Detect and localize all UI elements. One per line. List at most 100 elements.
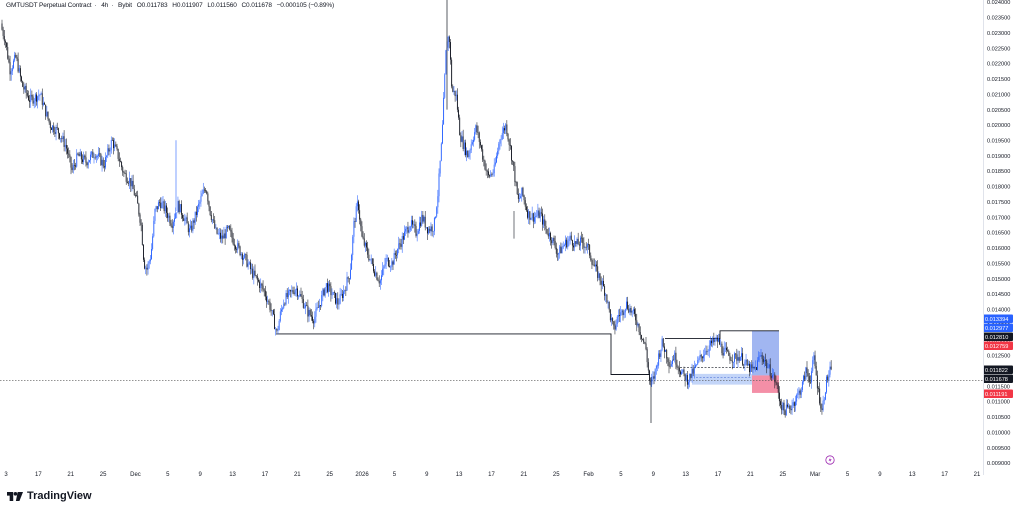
candle-body xyxy=(114,144,116,149)
candle-body xyxy=(806,367,808,374)
candle-body xyxy=(629,308,631,313)
candle-body xyxy=(448,36,450,43)
chart-extras xyxy=(825,455,835,465)
candle-body xyxy=(401,236,403,247)
candle-body xyxy=(672,359,673,365)
lightning-bolt-icon xyxy=(828,456,832,464)
candle-body xyxy=(534,217,535,222)
candle-body xyxy=(285,293,287,305)
candle-body xyxy=(55,127,57,134)
candle-body xyxy=(108,148,110,152)
candle-body xyxy=(787,404,788,407)
candle-body xyxy=(431,226,433,232)
price-label-text: 0.012759 xyxy=(985,344,1008,350)
candle-body xyxy=(414,224,416,227)
header-timeframe[interactable]: 4h xyxy=(101,2,109,9)
candle-body xyxy=(716,337,718,342)
candle-body xyxy=(653,376,655,379)
candle-body xyxy=(423,216,425,222)
candle-body xyxy=(803,375,804,382)
candle-body xyxy=(233,244,235,247)
candle-body xyxy=(305,304,307,308)
candle-body xyxy=(130,178,132,187)
candle-body xyxy=(185,217,187,219)
candle-body xyxy=(680,371,681,375)
x-tick-label: 5 xyxy=(393,472,397,478)
candle-body xyxy=(177,201,179,213)
candle-body xyxy=(599,273,601,281)
candle-body xyxy=(614,325,616,330)
candle-body xyxy=(39,94,41,96)
candle-body xyxy=(361,226,363,237)
candle-body xyxy=(153,220,155,237)
candle-body xyxy=(6,42,8,48)
candle-body xyxy=(29,100,31,103)
header-symbol[interactable]: GMTUSDT Perpetual Contract xyxy=(6,2,92,9)
time-scale[interactable]: 3 17 21 25 Dec 5 9 13 17 21 25 2026 5 9 13 17 21 25 Feb 5 9 1… xyxy=(4,472,981,478)
candle-body xyxy=(703,355,704,359)
candle-body xyxy=(812,360,814,372)
candle-body xyxy=(773,374,775,376)
x-tick-label: 17 xyxy=(941,472,948,478)
candle-body xyxy=(83,155,85,162)
candle-body xyxy=(479,141,481,146)
candle-body xyxy=(661,338,663,350)
candle-body xyxy=(166,205,167,213)
candle-body xyxy=(121,161,123,168)
candle-body xyxy=(77,153,79,155)
candle-body xyxy=(163,201,165,212)
candle-body xyxy=(608,301,610,310)
price-scale-border xyxy=(983,0,984,475)
candle-body xyxy=(284,303,286,305)
candle-body xyxy=(57,128,59,134)
candle-body xyxy=(631,310,633,313)
candle-body xyxy=(461,136,463,142)
candle-body xyxy=(782,402,784,411)
candle-body xyxy=(13,60,14,69)
candle-body xyxy=(435,216,436,218)
candle-body xyxy=(78,154,80,157)
candle-body xyxy=(815,366,817,376)
tradingview-brand[interactable]: TradingView xyxy=(7,489,92,503)
candle-body xyxy=(447,36,449,48)
candle-body xyxy=(450,42,451,60)
candle-body xyxy=(26,92,28,96)
candle-body xyxy=(547,233,549,237)
candle-body xyxy=(350,269,351,279)
candle-body xyxy=(682,369,684,372)
candle-body xyxy=(168,215,170,218)
candle-body xyxy=(634,309,635,314)
candle-body xyxy=(425,227,427,228)
candle-body xyxy=(724,347,726,349)
candle-body xyxy=(509,144,511,147)
candle-body xyxy=(399,243,401,245)
candle-body xyxy=(38,95,40,97)
horizontal-levels[interactable] xyxy=(0,330,983,381)
candle-body xyxy=(213,219,215,221)
candle-body xyxy=(458,109,459,118)
candle-body xyxy=(235,246,236,250)
candle-body xyxy=(443,97,445,125)
candle-body xyxy=(478,132,480,142)
candle-body xyxy=(170,223,172,226)
candle-body xyxy=(775,382,777,383)
candle-body xyxy=(410,220,412,227)
candle-body xyxy=(82,159,83,162)
candle-body xyxy=(51,128,52,130)
candle-body xyxy=(677,367,679,369)
price-scale[interactable]: 0.024000 0.023500 0.023000 0.022500 0.022000… xyxy=(987,0,1010,467)
candle-body xyxy=(209,206,211,216)
candle-body xyxy=(678,367,680,372)
candle-body xyxy=(71,167,73,171)
candle-body xyxy=(605,294,607,296)
candle-body xyxy=(708,345,710,352)
candle-body xyxy=(107,148,109,156)
header-exchange: Bybit xyxy=(118,2,132,9)
price-labels: 0.013394 0.012977 0.012810 0.012759 0.011822… xyxy=(983,314,1013,398)
candle-body xyxy=(294,290,296,295)
candle-body xyxy=(768,364,770,368)
position-tool-zones[interactable] xyxy=(692,330,779,393)
candle-body xyxy=(603,280,604,287)
